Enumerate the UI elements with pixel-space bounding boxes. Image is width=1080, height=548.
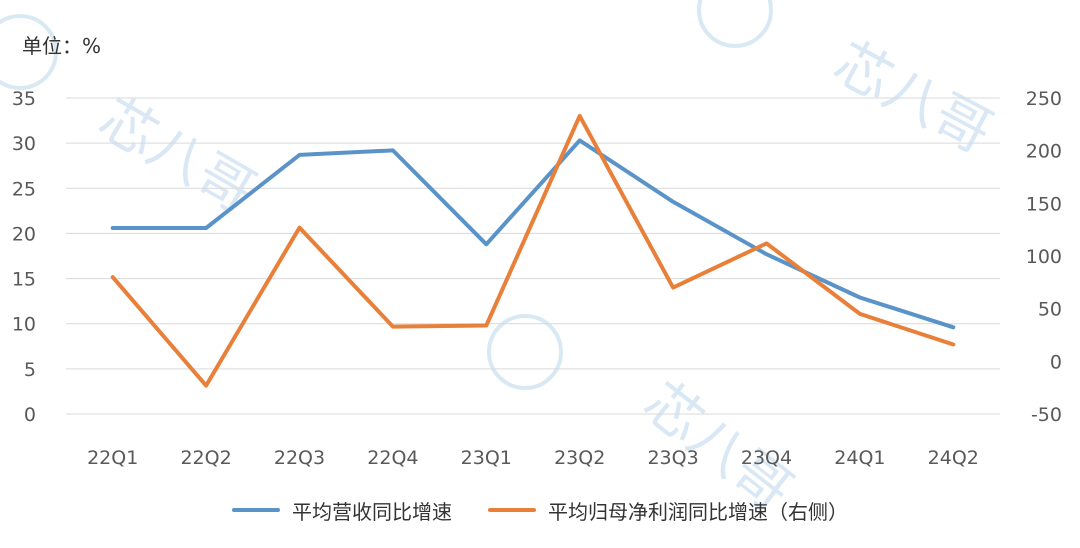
right-tick-label: 0 (1050, 351, 1062, 373)
x-tick-label: 22Q4 (367, 447, 418, 469)
left-tick-label: 10 (12, 314, 36, 336)
series-line-revenue (110, 138, 956, 330)
left-axis: 0 5 10 15 20 25 30 35 (12, 88, 36, 426)
right-tick-label: 100 (1026, 246, 1062, 268)
x-tick-label: 22Q3 (274, 447, 325, 469)
x-tick-label: 24Q2 (928, 447, 979, 469)
left-tick-label: 15 (12, 269, 36, 291)
legend-swatch-profit (488, 508, 536, 512)
bird-logo-icon (697, 0, 773, 48)
legend: 平均营收同比增速 平均归母净利润同比增速（右侧） (0, 492, 1080, 528)
left-tick-label: 35 (12, 88, 36, 110)
right-tick-label: 150 (1026, 193, 1062, 215)
left-tick-label: 20 (12, 223, 36, 245)
x-tick-label: 23Q3 (647, 447, 698, 469)
bird-logo-icon (487, 314, 563, 390)
series (110, 113, 956, 388)
legend-label-profit: 平均归母净利润同比增速（右侧） (548, 499, 848, 524)
right-tick-label: 50 (1038, 299, 1062, 321)
series-line-profit (110, 113, 956, 388)
x-tick-label: 23Q1 (461, 447, 512, 469)
right-axis: -50 0 50 100 150 200 250 (1026, 88, 1062, 426)
left-tick-label: 5 (24, 359, 36, 381)
x-tick-label: 22Q2 (180, 447, 231, 469)
left-tick-label: 0 (24, 404, 36, 426)
x-tick-label: 23Q2 (554, 447, 605, 469)
left-tick-label: 25 (12, 178, 36, 200)
x-tick-label: 23Q4 (741, 447, 792, 469)
legend-item-profit: 平均归母净利润同比增速（右侧） (488, 492, 848, 528)
legend-item-revenue: 平均营收同比增速 (232, 492, 452, 528)
legend-swatch-revenue (232, 508, 280, 512)
x-tick-label: 24Q1 (834, 447, 885, 469)
x-axis: 22Q1 22Q2 22Q3 22Q4 23Q1 23Q2 23Q3 23Q4 24Q1 24Q2 (87, 447, 979, 469)
x-tick-label: 22Q1 (87, 447, 138, 469)
watermark-text: 芯八哥 (88, 86, 266, 226)
bird-logo-icon (0, 14, 58, 90)
right-tick-label: 250 (1026, 88, 1062, 110)
right-tick-label: 200 (1026, 141, 1062, 163)
left-tick-label: 30 (12, 133, 36, 155)
gridlines (66, 97, 1000, 415)
right-tick-label: -50 (1031, 404, 1062, 426)
legend-label-revenue: 平均营收同比增速 (292, 499, 452, 524)
unit-label: 单位：% (22, 34, 102, 58)
